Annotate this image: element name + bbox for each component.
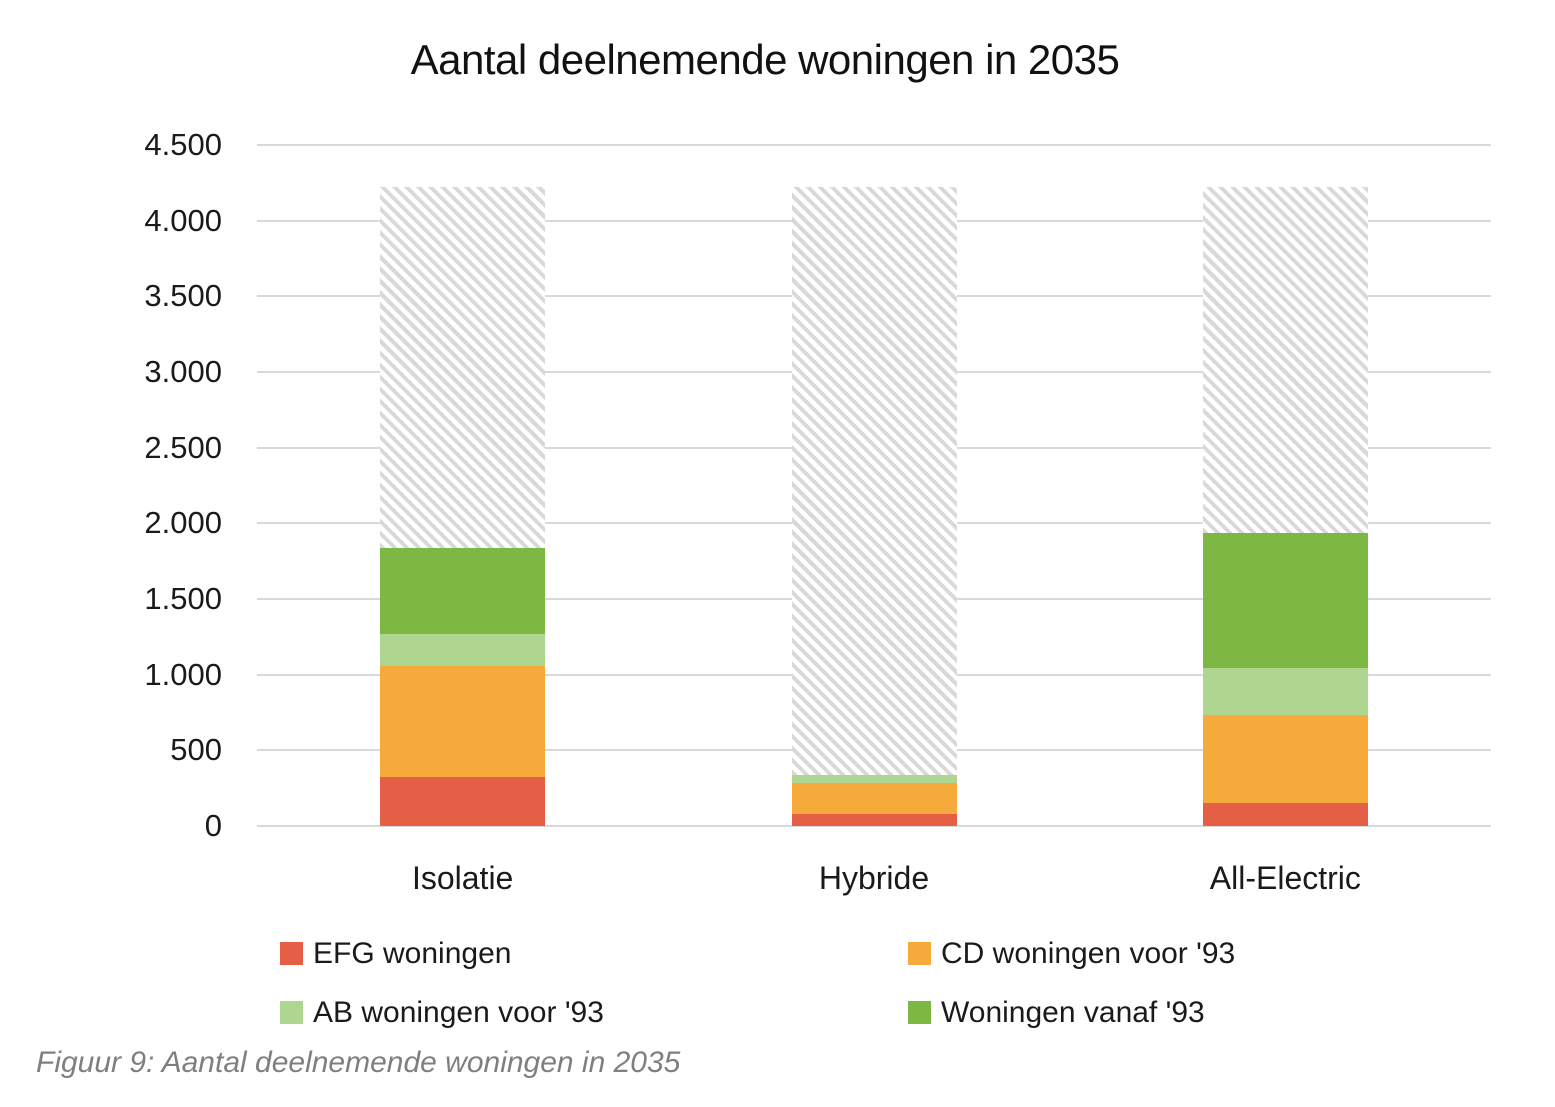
- chart-title: Aantal deelnemende woningen in 2035: [410, 36, 1120, 83]
- y-tick-label: 1.500: [144, 581, 222, 616]
- legend-item: EFG woningen: [280, 939, 880, 969]
- y-tick-label: 2.000: [144, 505, 222, 541]
- x-category-label: Isolatie: [411, 860, 514, 896]
- legend-item: AB woningen voor '93: [280, 998, 880, 1028]
- gridline: [257, 825, 1491, 827]
- bar-segment: [1202, 803, 1368, 826]
- bar-segment: [380, 776, 546, 826]
- legend-color-swatch: [280, 942, 303, 965]
- y-tick-label: 3.500: [144, 278, 222, 314]
- legend-color-swatch: [908, 1001, 931, 1024]
- legend-item: CD woningen voor '93: [908, 939, 1508, 969]
- legend-label: EFG woningen: [313, 937, 512, 970]
- bar-segment: [1202, 714, 1368, 804]
- bar-segment: [1202, 667, 1368, 715]
- bar-segment: [380, 547, 546, 634]
- legend-label: CD woningen voor '93: [941, 937, 1236, 970]
- y-tick-label: 2.500: [144, 429, 222, 465]
- y-tick-label: 4.000: [144, 202, 222, 238]
- legend-color-swatch: [280, 1001, 303, 1024]
- y-tick-label: 4.500: [144, 127, 222, 162]
- figure-caption: Figuur 9: Aantal deelnemende woningen in…: [36, 1046, 681, 1079]
- y-tick-label: 3.000: [144, 354, 222, 389]
- gridline: [257, 144, 1491, 146]
- bar-segment: [380, 666, 546, 777]
- bar-segment: [1202, 533, 1368, 668]
- x-category-label: All-Electric: [1209, 860, 1361, 896]
- legend-color-swatch: [908, 942, 931, 965]
- bar-segment: [791, 813, 957, 826]
- hatched-remainder: [380, 187, 546, 548]
- hatched-remainder: [1202, 187, 1368, 534]
- x-category-label: Hybride: [818, 860, 930, 896]
- bar-segment: [380, 633, 546, 667]
- legend-label: AB woningen voor '93: [313, 996, 604, 1029]
- y-tick-label: 0: [204, 808, 222, 843]
- legend-item: Woningen vanaf '93: [908, 998, 1508, 1028]
- y-tick-label: 500: [170, 732, 222, 768]
- bar-segment: [791, 782, 957, 814]
- hatched-remainder: [791, 187, 957, 776]
- bar-segment: [791, 775, 957, 783]
- y-tick-label: 1.000: [144, 656, 222, 692]
- legend-label: Woningen vanaf '93: [941, 996, 1205, 1029]
